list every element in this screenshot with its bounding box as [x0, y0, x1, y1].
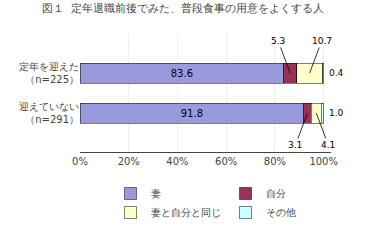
svg-text:図１ 定年退職前後でみた、普段食事の用意をよくする人: 図１ 定年退職前後でみた、普段食事の用意をよくする人 [42, 2, 324, 15]
svg-text:40%: 40% [166, 156, 188, 167]
svg-text:妻: 妻 [151, 188, 161, 199]
svg-text:妻と自分と同じ: 妻と自分と同じ [151, 207, 221, 218]
svg-text:20%: 20% [118, 156, 140, 167]
svg-text:その他: その他 [266, 207, 296, 218]
svg-text:5.3: 5.3 [271, 36, 285, 46]
svg-text:80%: 80% [264, 156, 286, 167]
svg-text:83.6: 83.6 [171, 68, 193, 79]
svg-text:1.0: 1.0 [329, 108, 344, 118]
svg-text:60%: 60% [215, 156, 237, 167]
svg-text:迎えていない（n=291）: 迎えていない（n=291） [19, 101, 79, 125]
svg-text:10.7: 10.7 [312, 36, 332, 46]
svg-text:100%: 100% [309, 156, 338, 167]
svg-text:91.8: 91.8 [181, 108, 203, 119]
svg-text:0%: 0% [72, 156, 88, 167]
svg-text:自分: 自分 [266, 188, 286, 199]
svg-text:定年を迎えた（n=225）: 定年を迎えた（n=225） [19, 61, 79, 85]
svg-text:4.1: 4.1 [321, 140, 335, 150]
svg-text:0.4: 0.4 [329, 68, 344, 78]
svg-text:3.1: 3.1 [288, 140, 302, 150]
